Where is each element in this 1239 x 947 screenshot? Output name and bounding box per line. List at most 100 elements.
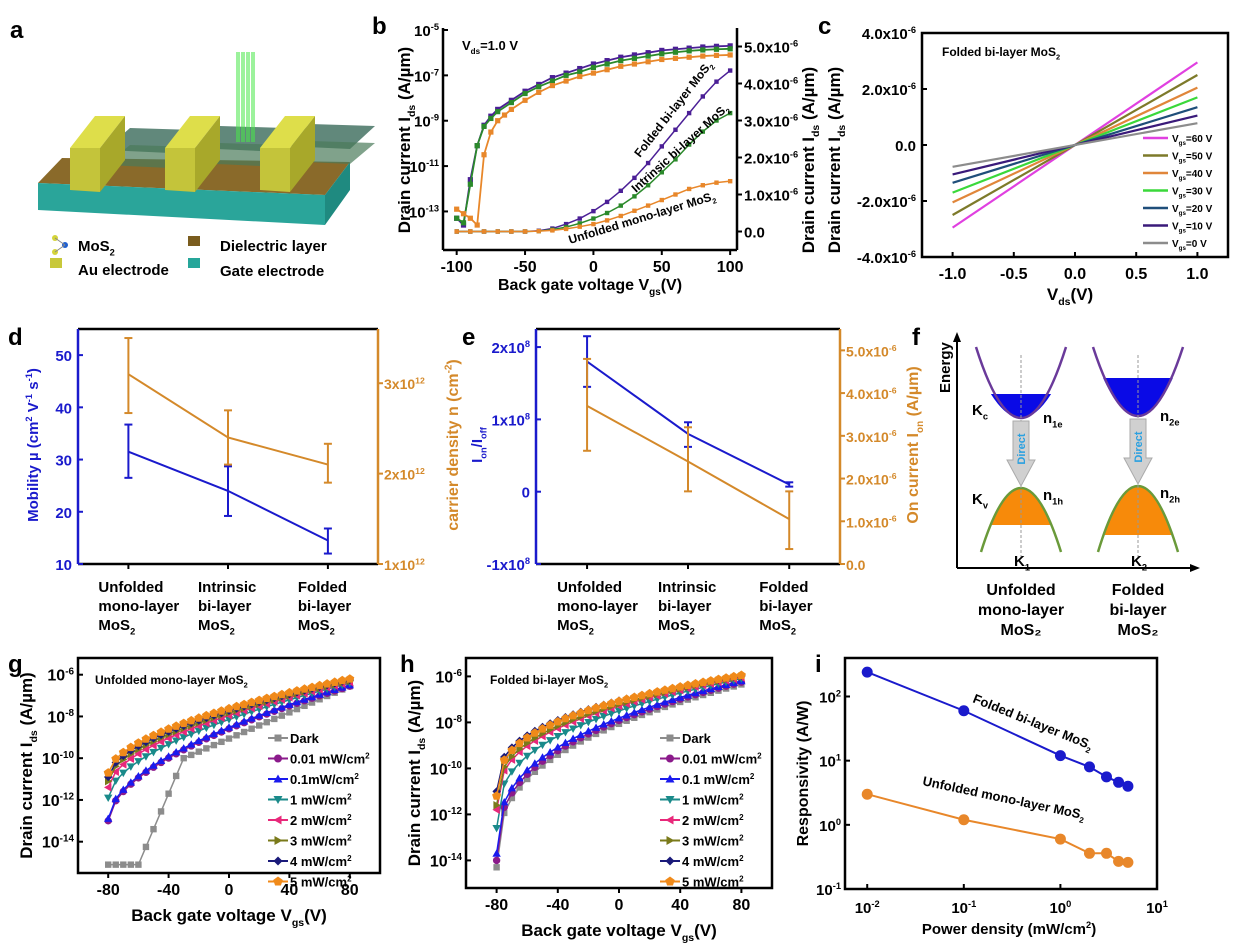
gate-electrode — [38, 183, 325, 225]
data-point — [536, 84, 542, 90]
xtick-label: 40 — [281, 882, 299, 899]
data-point — [509, 229, 514, 234]
valence-band-curve — [979, 487, 1063, 553]
data-point — [686, 110, 692, 116]
data-point — [700, 44, 706, 50]
legend-label: 0.1 mW/cm2 — [682, 772, 755, 787]
xtick-label: 50 — [653, 259, 671, 276]
data-point — [111, 767, 119, 776]
data-point — [292, 686, 302, 695]
x-axis-label: Back gate voltage Vgs(V) — [521, 921, 717, 944]
data-point — [156, 727, 166, 736]
data-point — [284, 687, 294, 697]
data-point — [698, 677, 708, 686]
legend-marker — [665, 856, 675, 866]
ytick-right-label: 5.0x10-6 — [846, 343, 897, 360]
data-point — [492, 856, 501, 865]
data-point — [614, 713, 624, 722]
data-point — [1083, 761, 1095, 773]
data-point — [111, 794, 120, 803]
ytick-right-label: 2.0x10-6 — [744, 150, 798, 168]
category-label: MoS2 — [98, 617, 135, 637]
data-point — [164, 741, 173, 749]
data-point — [536, 89, 542, 95]
ytick-label: 10-14 — [430, 852, 463, 870]
data-point — [522, 733, 532, 742]
ytick-right-label: 1.0x10-6 — [846, 514, 897, 531]
legend-label: 3 mW/cm2 — [682, 833, 744, 848]
data-point — [686, 54, 692, 60]
data-point — [180, 754, 187, 762]
legend-dielectric: Dielectric layer — [220, 238, 327, 255]
panel-h-chart: 10-6 10-8 10-10 10-12 10-14 -80 -40 0 40 80 Back g… — [405, 656, 774, 944]
data-point — [501, 809, 508, 817]
legend-marker — [273, 876, 283, 886]
xtick-label: -50 — [513, 259, 536, 276]
data-point — [577, 221, 582, 226]
data-point — [729, 671, 739, 681]
panel-f-diagram: Energy Direct n1e n1h K1 Unfolded mono-layer Mo… — [937, 332, 1200, 639]
data-point — [607, 710, 616, 718]
direct-label: Direct — [1016, 433, 1028, 465]
ytick-label: 2.0x10-6 — [862, 81, 916, 99]
category-label: mono-layer — [557, 598, 638, 615]
data-point — [686, 45, 692, 51]
x-axis-label: Back gate voltage Vgs(V) — [498, 277, 682, 298]
data-point — [686, 48, 692, 54]
series-line — [952, 122, 1198, 168]
data-point — [172, 772, 180, 780]
data-point — [224, 703, 234, 713]
au-electrode — [260, 148, 290, 192]
data-point — [672, 55, 679, 61]
y-axis-label-left: Ion/Ioff — [469, 426, 489, 463]
ytick-right-label: 0.0 — [846, 557, 866, 573]
ytick-label: 10-12 — [430, 806, 463, 824]
data-point — [645, 183, 651, 188]
data-point — [576, 722, 585, 730]
y-axis-label-right: carrier density n (cm-2) — [444, 359, 462, 531]
category-label: Intrinsic — [658, 579, 716, 596]
data-point — [550, 228, 555, 233]
data-point — [164, 752, 173, 760]
legend-label: 0.01 mW/cm2 — [682, 751, 762, 766]
ytick-left-label: 30 — [55, 453, 72, 470]
data-point — [700, 129, 706, 134]
hole-density-label: n1h — [1043, 487, 1063, 507]
data-point — [561, 713, 570, 723]
au-electrode-swatch — [50, 258, 62, 268]
data-point — [293, 705, 301, 713]
legend-marker — [273, 774, 283, 783]
x-axis-label: Back gate voltage Vgs(V) — [131, 906, 327, 929]
xtick-label: -80 — [485, 897, 508, 914]
data-point — [576, 730, 585, 738]
xtick-label: -40 — [157, 882, 180, 899]
ytick-left-label: 10-5 — [414, 22, 439, 40]
data-point — [604, 67, 610, 73]
k-axis-arrow-icon — [1190, 564, 1200, 572]
data-point — [508, 794, 516, 802]
ytick-label: -2.0x10-6 — [857, 193, 916, 211]
data-point — [179, 734, 188, 742]
data-point — [538, 724, 547, 733]
data-point — [645, 688, 655, 698]
data-point — [127, 861, 135, 868]
category-label: Intrinsic — [198, 579, 256, 596]
band-caption: MoS₂ — [1118, 622, 1159, 639]
data-point — [714, 674, 723, 684]
data-point — [590, 64, 597, 71]
data-point — [126, 754, 135, 763]
data-point — [118, 747, 128, 757]
data-point — [583, 705, 593, 715]
data-point — [337, 675, 347, 685]
data-point — [500, 803, 508, 812]
ytick-label: 100 — [819, 817, 841, 835]
data-point — [577, 69, 583, 75]
data-point — [119, 769, 128, 778]
data-point — [286, 709, 293, 716]
electron-density-label: n2e — [1160, 408, 1180, 428]
data-point — [618, 54, 624, 60]
data-point — [126, 778, 136, 786]
data-point — [330, 677, 340, 686]
legend-label: Vgs=10 V — [1172, 222, 1213, 235]
panel-e-chart: 2x108 1x108 0 -1x108 5.0x10-6 4.0x10-6 3.0x10-… — [469, 327, 926, 637]
